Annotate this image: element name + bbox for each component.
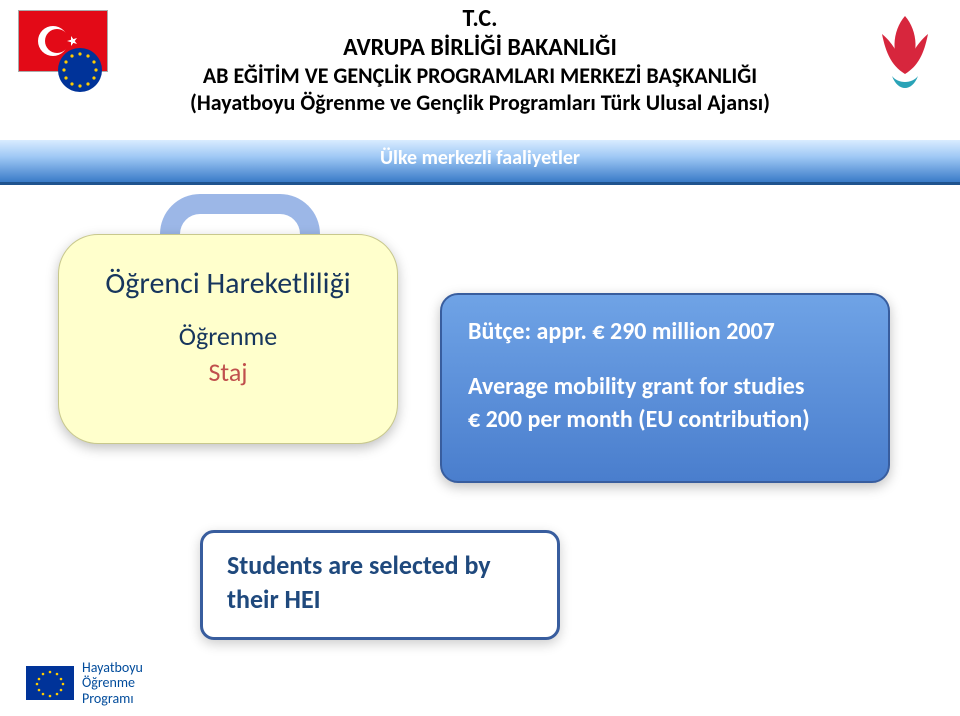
selection-box: Students are selected by their HEI [200,530,560,640]
selection-line-2: their HEI [227,583,533,617]
footer-l1: Hayatboyu [82,660,143,675]
header-line-1: T.C. [0,4,960,33]
footer-text: Hayatboyu Öğrenme Programı [82,660,143,706]
subtitle: Ülke merkezli faaliyetler [0,146,960,170]
header-block: T.C. AVRUPA BİRLİĞİ BAKANLIĞI AB EĞİTİM … [0,2,960,116]
selection-line-1: Students are selected by [227,549,533,583]
header-line-4: (Hayatboyu Öğrenme ve Gençlik Programlar… [0,89,960,116]
slide: T.C. AVRUPA BİRLİĞİ BAKANLIĞI AB EĞİTİM … [0,0,960,716]
avg-grant-line-2: € 200 per month (EU contribution) [468,405,862,434]
avg-grant-line-1: Average mobility grant for studies [468,372,862,401]
banner-underline [0,182,960,185]
footer-l3: Programı [82,691,143,706]
budget-line: Bütçe: appr. € 290 million 2007 [468,317,862,346]
yellow-line-internship: Staj [79,356,377,388]
header-line-2: AVRUPA BİRLİĞİ BAKANLIĞI [0,33,960,62]
header-line-3: AB EĞİTİM VE GENÇLİK PROGRAMLARI MERKEZİ… [0,62,960,89]
budget-box: Bütçe: appr. € 290 million 2007 Average … [440,293,890,483]
eu-small-icon [26,666,74,700]
yellow-line-learning: Öğrenme [79,320,377,352]
student-mobility-box: Öğrenci Hareketliliği Öğrenme Staj [58,234,398,444]
footer-logo: Hayatboyu Öğrenme Programı [26,660,143,706]
yellow-title: Öğrenci Hareketliliği [79,265,377,302]
footer-l2: Öğrenme [82,675,143,690]
